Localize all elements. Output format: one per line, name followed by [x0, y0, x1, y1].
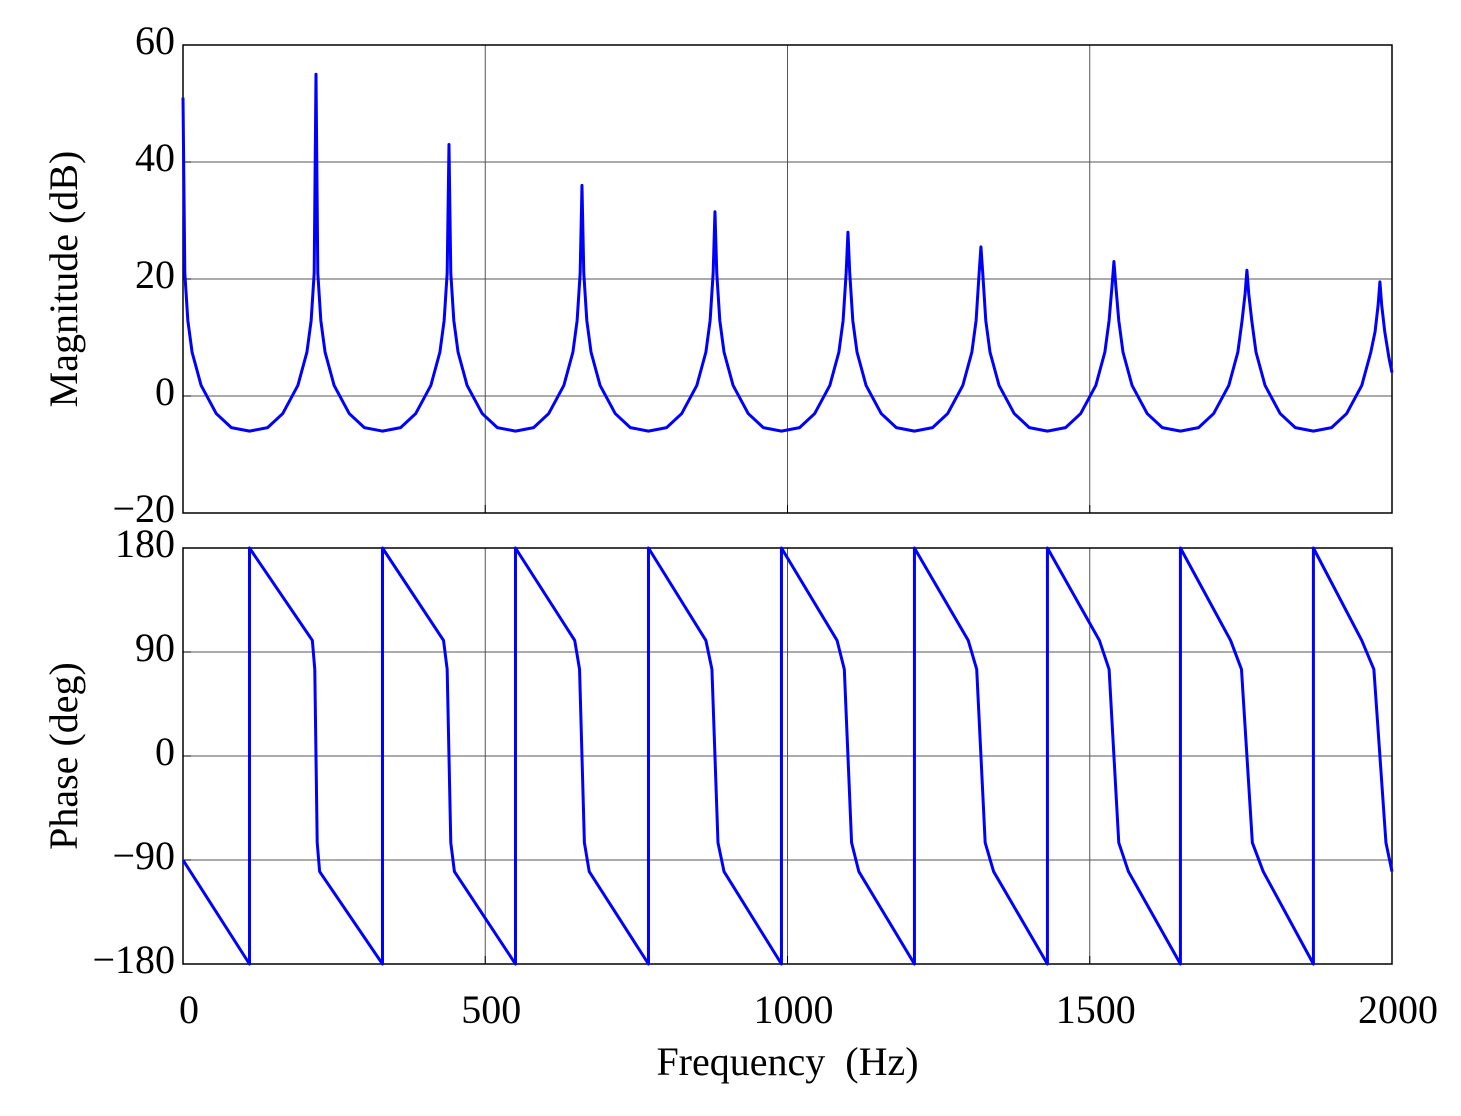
y-tick-label: 20 — [135, 252, 175, 297]
plot-frame — [182, 547, 1393, 965]
x-tick-label: 500 — [461, 987, 521, 1032]
y-tick-label: −90 — [112, 833, 175, 878]
y-tick-label: −180 — [92, 937, 175, 982]
y-tick-label: 0 — [155, 729, 175, 774]
x-axis-label: Frequency (Hz) — [656, 1039, 918, 1084]
y-tick-label: 0 — [155, 369, 175, 414]
data-line — [181, 72, 1394, 433]
data-line — [181, 546, 1394, 966]
y-tick-label: 40 — [135, 135, 175, 180]
y-tick-label: −20 — [112, 486, 175, 531]
y-axis-label: Magnitude (dB) — [41, 151, 86, 408]
x-tick-label: 0 — [179, 987, 199, 1032]
y-tick-label: 90 — [135, 625, 175, 670]
plot-frame — [182, 44, 1393, 514]
x-tick-label: 1000 — [754, 987, 834, 1032]
x-tick-label: 2000 — [1358, 987, 1438, 1032]
y-tick-label: 60 — [135, 18, 175, 63]
x-tick-label: 1500 — [1056, 987, 1136, 1032]
y-axis-label: Phase (deg) — [41, 662, 86, 850]
y-tick-label: 180 — [115, 521, 175, 566]
